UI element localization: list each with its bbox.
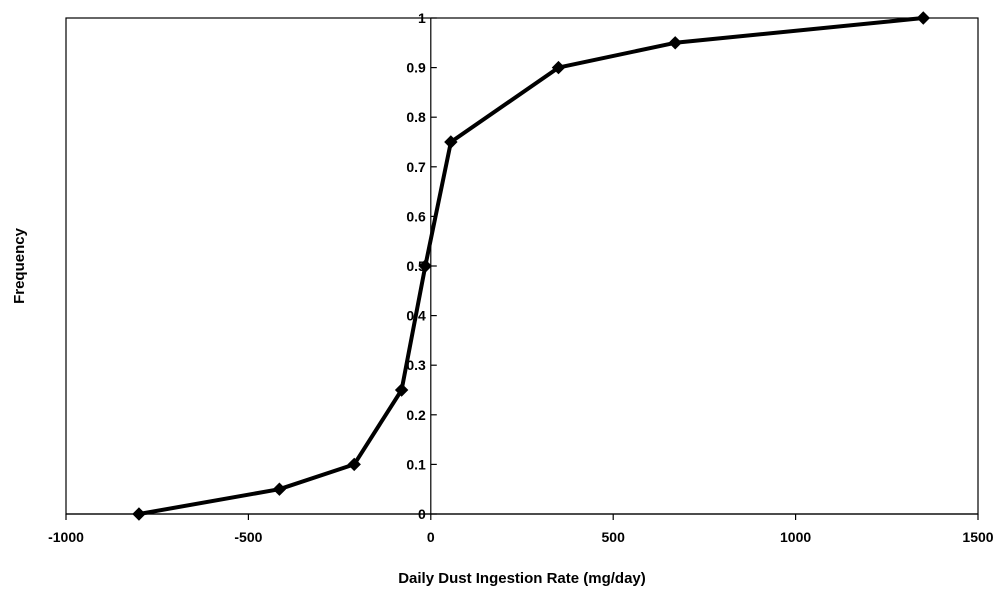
x-axis-title: Daily Dust Ingestion Rate (mg/day)	[398, 570, 646, 587]
x-tick-label: 0	[427, 529, 435, 545]
x-tick-label: -500	[234, 529, 262, 545]
x-tick-label: 1500	[962, 529, 993, 545]
y-tick-label: 0.1	[406, 456, 426, 472]
y-tick-label: 0.6	[406, 208, 426, 224]
data-point-marker	[272, 482, 287, 496]
y-tick-label: 1	[418, 10, 426, 26]
data-point-marker	[347, 457, 361, 472]
x-tick-label: 1000	[780, 529, 811, 545]
y-tick-label: 0.2	[406, 407, 426, 423]
y-axis-title: Frequency	[11, 227, 28, 304]
series-layer	[132, 11, 930, 521]
data-point-marker	[916, 11, 930, 25]
y-tick-label: 0.7	[406, 159, 426, 175]
series-line	[137, 16, 926, 516]
data-point-marker	[668, 36, 682, 50]
y-tick-label: 0.9	[406, 60, 426, 76]
data-point-marker	[444, 135, 458, 149]
data-point-marker	[132, 507, 146, 521]
y-tick-label: 0	[418, 506, 426, 522]
axes-layer: -1000 -500 0 500 1000 150000.10.20.30.40.50.6…	[48, 10, 994, 545]
y-tick-label: 0.8	[406, 109, 426, 125]
y-tick-label: 0.3	[406, 357, 426, 373]
x-tick-label: -1000	[48, 529, 84, 545]
data-point-marker	[551, 60, 566, 75]
x-tick-label: 500	[602, 529, 626, 545]
data-point-marker	[418, 259, 433, 273]
data-point-marker	[394, 383, 409, 397]
y-tick-label: 0.5	[406, 258, 426, 274]
